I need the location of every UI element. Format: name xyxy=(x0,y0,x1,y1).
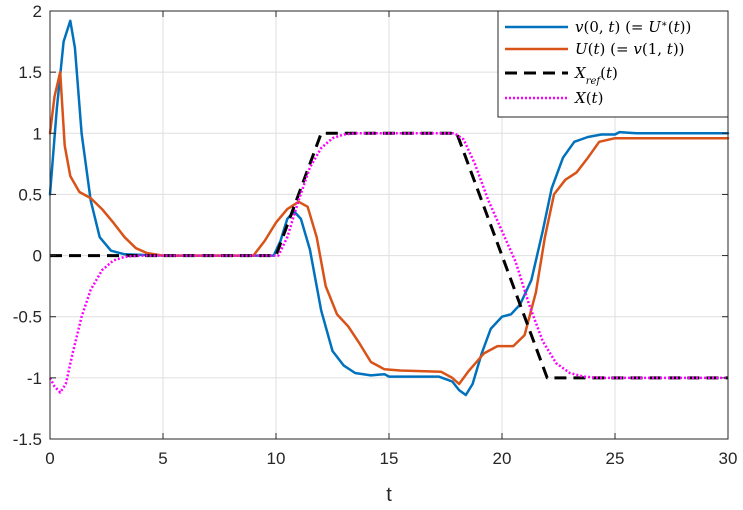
series-line-u-t-v-1-t xyxy=(48,70,730,386)
series-line-v-0-t-u-t xyxy=(48,19,730,397)
y-tick-label: 0.5 xyxy=(18,185,42,204)
legend-label-x: X(t) xyxy=(574,89,603,107)
y-tick-labels: -1.5 -1 -0.5 0 0.5 1 1.5 2 xyxy=(13,2,42,449)
y-tick-label: 1.5 xyxy=(18,63,42,82)
x-tick-label: 5 xyxy=(158,449,167,468)
y-tick-label: -0.5 xyxy=(13,308,42,327)
x-tick-label: 0 xyxy=(45,449,54,468)
y-tick-label: -1.5 xyxy=(13,430,42,449)
x-axis-title: t xyxy=(386,484,392,506)
legend: v(0, t) (= U∗(t)) U(t) (= v(1, t)) Xref(… xyxy=(497,10,729,118)
y-tick-label: 1 xyxy=(33,124,42,143)
x-tick-label: 25 xyxy=(606,449,625,468)
legend-box xyxy=(497,10,729,118)
legend-label-xref: Xref(t) xyxy=(574,64,618,87)
x-tick-label: 10 xyxy=(267,449,286,468)
x-tick-label: 20 xyxy=(493,449,512,468)
y-tick-label: 0 xyxy=(33,247,42,266)
y-tick-label: 2 xyxy=(33,2,42,21)
x-tick-label: 30 xyxy=(719,449,738,468)
x-tick-labels: 0 5 10 15 20 25 30 xyxy=(45,449,737,468)
legend-label-v0: v(0, t) (= U∗(t)) xyxy=(575,18,691,36)
legend-label-u: U(t) (= v(1, t)) xyxy=(575,40,685,58)
plot-series xyxy=(48,19,730,397)
series-line-x-t xyxy=(48,132,728,394)
y-tick-label: -1 xyxy=(27,369,42,388)
x-tick-label: 15 xyxy=(380,449,399,468)
